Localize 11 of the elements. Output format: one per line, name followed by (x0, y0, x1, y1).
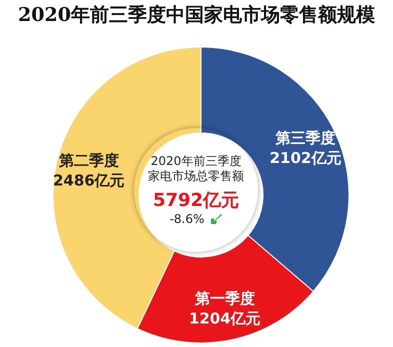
text: -8.6% (170, 212, 204, 226)
chart-title: 2020年前三季度中国家电市场零售额规模 (17, 3, 376, 28)
text: 5792亿元 (152, 190, 240, 210)
text: 家电市场总零售额 (148, 168, 244, 184)
text: 2020年前三季度 (150, 154, 242, 168)
data-label: 1204亿元 (188, 310, 261, 328)
data-label: 2102亿元 (270, 148, 342, 167)
slice-label: 第二季度 (58, 152, 119, 170)
slice-label: 第三季度 (274, 128, 336, 147)
data-label: 2486亿元 (52, 172, 125, 190)
slice-label: 第一季度 (194, 290, 255, 308)
